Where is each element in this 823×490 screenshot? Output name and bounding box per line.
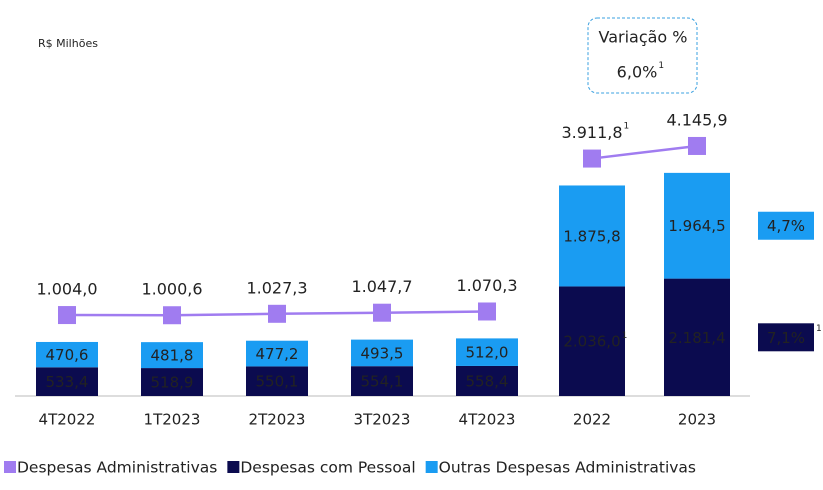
line-marker [373,303,391,322]
bar-segment [559,286,625,396]
value-label: 1.004,0 [36,280,97,299]
bar-segment [559,185,625,287]
bar-segment [246,366,308,396]
line-marker [688,136,706,155]
footnote-mark: 1 [622,331,628,341]
legend-label: Outras Despesas Administrativas [439,459,696,477]
bar-segment [141,342,203,369]
value-label: 550,1 [256,373,299,391]
footnote-mark: 1 [624,122,630,132]
bar-segment [351,366,413,396]
bar-segment [456,338,518,366]
bar-segment [664,172,730,279]
value-label: 518,9 [151,374,194,392]
x-tick-label: 4T2022 [39,411,96,429]
line-marker [58,306,76,325]
line-marker [583,149,601,168]
legend-label: Despesas Administrativas [17,459,217,477]
variation-badge [758,323,814,352]
footnote-mark: 1 [816,324,822,334]
value-label: 512,0 [466,344,509,362]
variation-label: 4,7% [767,217,805,235]
bar-segment [664,278,730,396]
x-tick-label: 2023 [678,411,716,429]
variation-badge [758,211,814,240]
line-marker [478,302,496,321]
bar-segment [456,365,518,396]
variation-label: 7,1% [767,329,805,347]
legend-swatch [4,461,16,473]
legend-swatch [227,461,240,473]
value-label: 1.047,7 [351,277,412,296]
bar-segment [36,367,98,396]
value-label: 558,4 [466,372,509,390]
total-line [591,144,698,160]
value-label: 493,5 [361,344,404,362]
variation-value: 6,0% [617,63,658,82]
variation-box [587,17,698,94]
value-label: 470,6 [46,346,89,364]
value-label: 1.027,3 [246,278,307,297]
value-label: 1.070,3 [456,276,517,295]
x-tick-label: 2022 [573,411,611,429]
value-label: 554,1 [361,373,404,391]
value-label: 2.036,0 [563,333,620,351]
value-label: 481,8 [151,347,194,365]
footnote-mark: 1 [658,61,664,71]
line-marker [163,306,181,325]
value-label: 2.181,4 [668,329,725,347]
value-label: 477,2 [256,345,299,363]
value-label: 1.964,5 [668,217,725,235]
value-label: 4.145,9 [666,110,727,129]
value-label: 3.911,8 [561,123,622,142]
legend-label: Despesas com Pessoal [240,459,415,477]
variation-title: Variação % [598,28,687,47]
line-marker [268,304,286,323]
bar-segment [351,339,413,367]
value-label: 1.875,8 [563,227,620,245]
unit-label: R$ Milhões [38,37,98,50]
x-tick-label: 4T2023 [459,411,516,429]
value-label: 1.000,6 [141,280,202,299]
x-tick-label: 1T2023 [144,411,201,429]
legend-swatch [425,461,438,473]
bar-segment [141,368,203,396]
value-label: 533,4 [46,373,89,391]
bar-segment [36,341,98,368]
bar-segment [246,340,308,367]
x-tick-label: 3T2023 [354,411,411,429]
x-tick-label: 2T2023 [249,411,306,429]
